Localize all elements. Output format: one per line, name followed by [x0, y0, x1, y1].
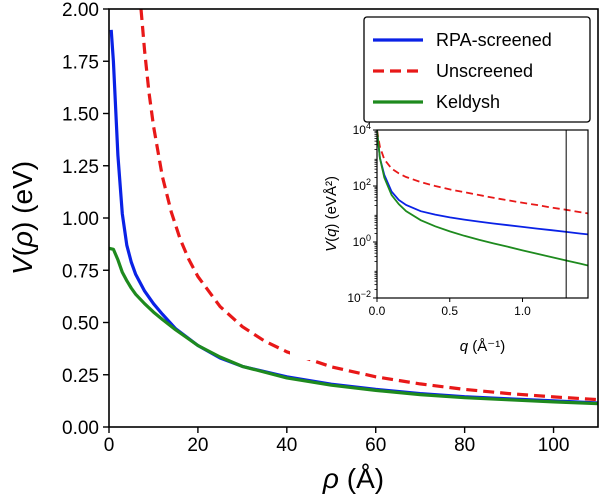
main-y-tick-label: 1.00 — [62, 209, 99, 230]
main-x-tick-label: 60 — [365, 435, 386, 456]
inset-axes-frame — [376, 129, 589, 299]
main-series-line-keldysh — [109, 246, 598, 406]
inset-series-line-keldysh — [377, 130, 588, 267]
main-x-tick-label: 100 — [538, 435, 570, 456]
legend-label-keldysh: Keldysh — [436, 92, 500, 112]
main-series-line-unscreened — [139, 9, 598, 402]
inset-plot: 0.0 0.5 1.0 10−2 100 102 104 q (Å⁻¹) V(q) (eVÅ²) — [290, 121, 595, 360]
main-y-tick-label: 0.25 — [62, 366, 99, 387]
main-y-tick-label: 1.25 — [62, 157, 99, 178]
main-x-tick-label: 40 — [276, 435, 297, 456]
inset-x-tick-label: 1.0 — [514, 304, 531, 318]
main-y-tick-label: 0.00 — [62, 418, 99, 439]
main-plot: 0 20 40 60 80 100 0.00 0.25 0.50 0.75 1.00 1.25 1.50… — [7, 0, 599, 494]
legend: RPA-screened Unscreened Keldysh — [363, 16, 591, 123]
legend-label-rpa-screened: RPA-screened — [436, 30, 552, 50]
inset-x-axis-label: q (Å⁻¹) — [460, 338, 505, 355]
main-y-tick-label: 2.00 — [62, 0, 99, 21]
main-x-tick-label: 80 — [454, 435, 475, 456]
main-x-tick-label: 0 — [104, 435, 115, 456]
main-y-axis-label: V(ρ) (eV) — [7, 161, 38, 275]
main-series-group — [109, 9, 598, 406]
legend-label-unscreened: Unscreened — [436, 61, 533, 81]
inset-y-tick-label: 100 — [353, 233, 371, 249]
inset-background — [290, 122, 595, 360]
inset-series-group — [377, 130, 588, 267]
inset-x-tick-label: 0.0 — [369, 304, 386, 318]
legend-box — [363, 16, 591, 123]
main-x-tick-label: 20 — [187, 435, 208, 456]
inset-y-tick-label: 10−2 — [347, 289, 371, 305]
main-y-tick-label: 1.50 — [62, 105, 99, 126]
inset-x-tick-label: 0.5 — [441, 304, 458, 318]
main-y-tick-label: 0.50 — [62, 314, 99, 335]
inset-y-axis-label: V(q) (eVÅ²) — [323, 176, 340, 252]
main-y-tick-label: 1.75 — [62, 52, 99, 73]
main-y-tick-label: 0.75 — [62, 261, 99, 282]
main-x-axis-label: ρ (Å) — [322, 463, 384, 494]
inset-series-line-rpa-screened — [377, 130, 588, 236]
inset-y-tick-label: 102 — [353, 177, 371, 193]
inset-y-tick-label: 104 — [353, 121, 371, 137]
